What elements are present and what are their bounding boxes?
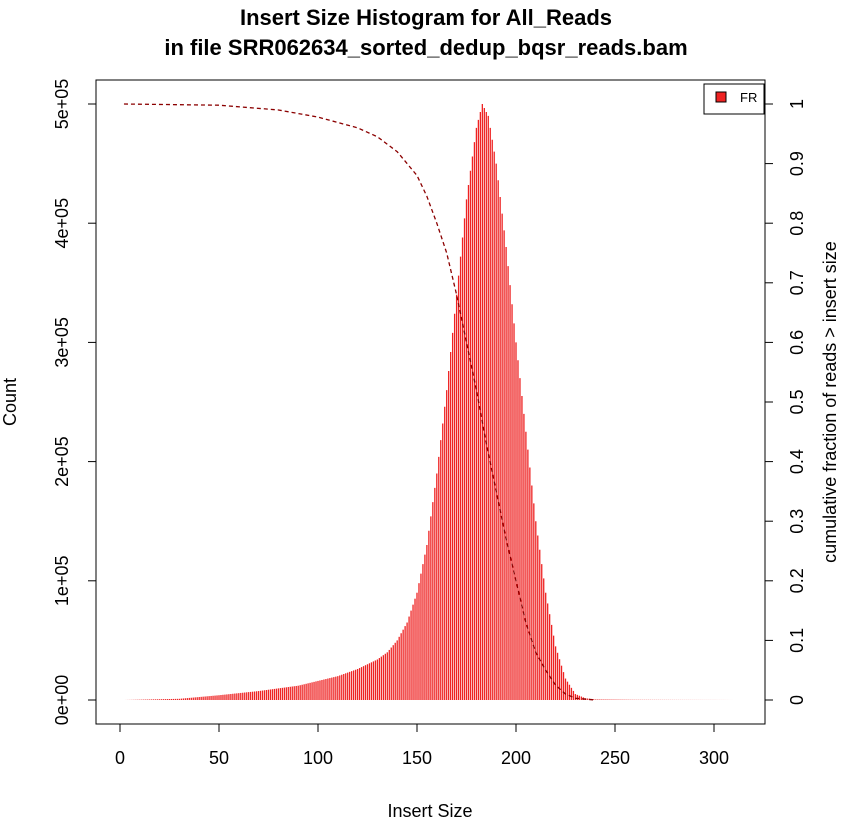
- y2-tick-label: 0.7: [787, 270, 807, 295]
- y2-tick-label: 1: [787, 99, 807, 109]
- x-axis-label: Insert Size: [387, 801, 472, 821]
- y2-axis-label: cumulative fraction of reads > insert si…: [820, 241, 840, 563]
- chart-title-line1: Insert Size Histogram for All_Reads: [240, 5, 612, 30]
- y-tick-label: 3e+05: [52, 317, 72, 368]
- cumulative-series: [123, 103, 596, 701]
- x-tick-label: 300: [699, 748, 729, 768]
- x-tick-label: 250: [600, 748, 630, 768]
- cumulative-line: [123, 103, 596, 701]
- x-tick-label: 50: [209, 748, 229, 768]
- y-tick-label: 2e+05: [52, 436, 72, 487]
- legend-box: [703, 83, 765, 115]
- y-axis-label: Count: [0, 378, 20, 426]
- y-tick-label: 4e+05: [52, 198, 72, 249]
- legend-label-fr: FR: [740, 90, 757, 105]
- x-tick-label: 100: [303, 748, 333, 768]
- axes: 0 50 100 150 200 250 300 0e+00 1e+05 2e+05 3e+05 4e…: [52, 79, 807, 768]
- y2-tick-label: 0.3: [787, 509, 807, 534]
- histogram-bars: [125, 104, 737, 700]
- y2-tick-label: 0.5: [787, 389, 807, 414]
- chart-title-line2: in file SRR062634_sorted_dedup_bqsr_read…: [164, 35, 687, 60]
- x-tick-label: 200: [501, 748, 531, 768]
- y-tick-label: 0e+00: [52, 675, 72, 726]
- y2-tick-label: 0.2: [787, 568, 807, 593]
- legend-swatch-fr: [715, 91, 727, 103]
- x-tick-label: 150: [402, 748, 432, 768]
- y2-tick-label: 0.8: [787, 211, 807, 236]
- y-tick-label: 1e+05: [52, 556, 72, 607]
- y2-tick-label: 0.4: [787, 449, 807, 474]
- x-tick-label: 0: [115, 748, 125, 768]
- y2-tick-label: 0.1: [787, 628, 807, 653]
- legend: FR: [703, 83, 765, 115]
- y2-tick-label: 0.6: [787, 330, 807, 355]
- y-tick-label: 5e+05: [52, 79, 72, 130]
- y2-tick-label: 0: [787, 695, 807, 705]
- y2-tick-label: 0.9: [787, 151, 807, 176]
